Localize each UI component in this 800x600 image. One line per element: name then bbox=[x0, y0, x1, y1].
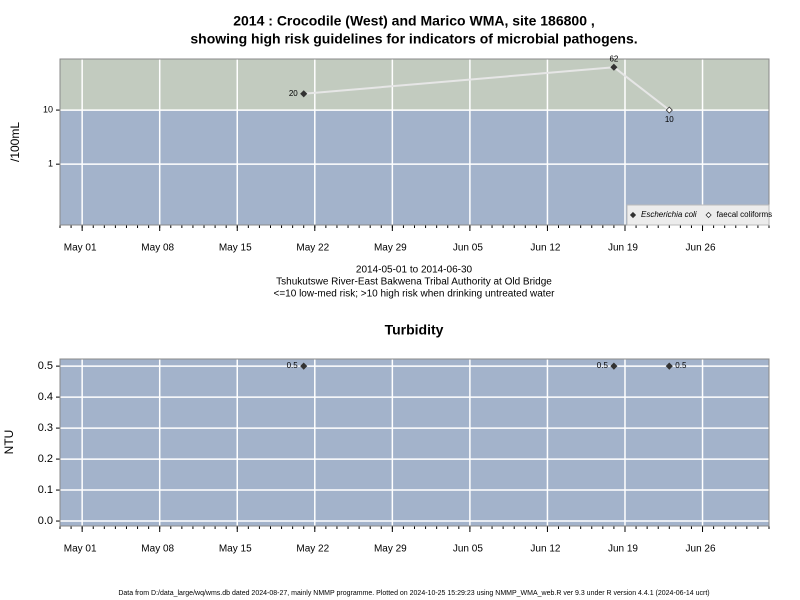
legend-box bbox=[626, 204, 770, 226]
data-point bbox=[300, 362, 308, 370]
x-tick-label: May 15 bbox=[219, 544, 252, 555]
connector-line bbox=[613, 66, 670, 111]
data-point bbox=[610, 362, 618, 370]
data-label: 0.5 bbox=[597, 361, 609, 370]
data-label: 10 bbox=[665, 115, 674, 124]
data-label: 62 bbox=[609, 54, 618, 63]
plot-background bbox=[60, 359, 769, 526]
x-tick-label: Jun 19 bbox=[608, 544, 638, 555]
note: Tshukutswe River-East Bakwena Tribal Aut… bbox=[276, 277, 552, 288]
data-label: 0.5 bbox=[675, 361, 687, 370]
data-point bbox=[300, 90, 308, 98]
note: <=10 low-med risk; >10 high risk when dr… bbox=[274, 289, 556, 300]
legend-label: Escherichia coli bbox=[641, 210, 697, 219]
x-tick-label: Jun 12 bbox=[530, 243, 560, 254]
chart-title: 2014 : Crocodile (West) and Marico WMA, … bbox=[233, 13, 595, 29]
y-tick-label: 10 bbox=[43, 104, 53, 114]
data-point bbox=[610, 63, 618, 71]
footer: Data from D:/data_large/wq/wms.db dated … bbox=[118, 590, 709, 597]
x-tick-label: Jun 05 bbox=[453, 544, 483, 555]
x-tick-label: May 15 bbox=[219, 243, 252, 254]
data-point bbox=[665, 362, 673, 370]
x-tick-label: May 29 bbox=[374, 243, 407, 254]
series-line bbox=[303, 66, 614, 95]
plot-frame bbox=[59, 58, 770, 226]
y-tick-label: 0.0 bbox=[38, 515, 53, 527]
x-tick-label: Jun 19 bbox=[608, 243, 638, 254]
x-tick-label: Jun 12 bbox=[530, 544, 560, 555]
y-axis-label: NTU bbox=[2, 430, 16, 455]
x-tick-label: May 08 bbox=[141, 243, 174, 254]
y-tick-label: 0.5 bbox=[38, 360, 53, 372]
x-tick-label: May 01 bbox=[64, 243, 97, 254]
x-tick-label: May 29 bbox=[374, 544, 407, 555]
x-tick-label: Jun 26 bbox=[686, 544, 716, 555]
legend-label: faecal coliforms bbox=[717, 210, 773, 219]
plot-frame bbox=[59, 358, 770, 527]
x-tick-label: Jun 26 bbox=[686, 243, 716, 254]
y-axis-label: /100mL bbox=[8, 122, 22, 162]
y-tick-label: 0.1 bbox=[38, 484, 53, 496]
data-label: 20 bbox=[289, 89, 298, 98]
y-tick-label: 1 bbox=[48, 159, 53, 169]
chart-title: Turbidity bbox=[385, 322, 444, 338]
x-tick-label: Jun 05 bbox=[453, 243, 483, 254]
data-point bbox=[665, 106, 673, 114]
data-label: 0.5 bbox=[287, 361, 299, 370]
legend-marker bbox=[629, 211, 637, 219]
x-tick-label: May 22 bbox=[296, 243, 329, 254]
x-tick-label: May 22 bbox=[296, 544, 329, 555]
legend-marker bbox=[705, 211, 712, 219]
x-tick-label: May 01 bbox=[64, 544, 97, 555]
chart-subtitle: showing high risk guidelines for indicat… bbox=[190, 31, 637, 47]
note: 2014-05-01 to 2014-06-30 bbox=[356, 265, 473, 276]
x-tick-label: May 08 bbox=[141, 544, 174, 555]
y-tick-label: 0.3 bbox=[38, 422, 53, 434]
y-tick-label: 0.4 bbox=[38, 391, 53, 403]
y-tick-label: 0.2 bbox=[38, 453, 53, 465]
